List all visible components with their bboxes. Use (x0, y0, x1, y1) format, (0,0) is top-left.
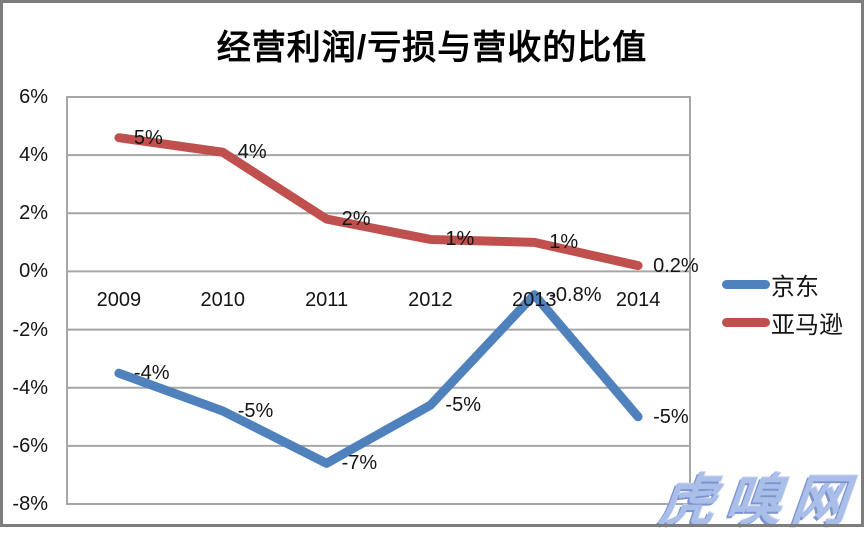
legend-item-jd: 京东 (722, 265, 843, 303)
data-label-京东-2011: -7% (341, 452, 378, 475)
huxiu-watermark: 虎嗅网 (656, 469, 861, 532)
data-label-亚马逊-2011: 2% (341, 208, 371, 231)
x-tick-2010: 2010 (200, 289, 246, 311)
legend: 京东 亚马逊 (722, 265, 843, 341)
y-tick--2%: -2% (12, 318, 48, 341)
series-line-京东 (114, 290, 643, 468)
y-tick-4%: 4% (19, 144, 48, 167)
y-tick-2%: 2% (19, 202, 48, 225)
data-label-亚马逊-2010: 4% (237, 141, 267, 164)
legend-label-jd: 京东 (771, 273, 819, 301)
legend-label-amazon: 亚马逊 (771, 311, 843, 339)
x-tick-2009: 2009 (96, 289, 142, 311)
jd-line-swatch-icon (722, 279, 770, 289)
data-label-亚马逊-2014: 0.2% (653, 254, 699, 277)
y-tick-0%: 0% (19, 260, 48, 283)
x-tick-2013: 2013 (512, 289, 557, 311)
series-line-亚马逊 (114, 133, 643, 271)
data-label-京东-2012: -5% (445, 394, 481, 417)
x-tick-2012: 2012 (408, 289, 453, 311)
legend-item-amazon: 亚马逊 (722, 303, 843, 341)
data-label-京东-2013: -0.8% (549, 283, 602, 306)
data-label-亚马逊-2012: 1% (445, 228, 475, 251)
x-tick-2011: 2011 (305, 289, 349, 311)
x-tick-2014: 2014 (615, 289, 661, 311)
data-label-京东-2009: -4% (133, 362, 170, 385)
y-tick--6%: -6% (12, 434, 48, 457)
data-label-亚马逊-2009: 5% (133, 126, 163, 149)
data-label-京东-2014: -5% (653, 405, 689, 428)
plot-border (66, 96, 691, 505)
y-tick--8%: -8% (12, 493, 48, 515)
chart-title: 经营利润/亏损与营收的比值 (216, 29, 648, 67)
y-tick--4%: -4% (12, 376, 48, 399)
amazon-line-swatch-icon (722, 317, 770, 327)
y-tick-6%: 6% (19, 86, 48, 108)
data-label-亚马逊-2013: 1% (549, 231, 579, 254)
data-label-京东-2010: -5% (237, 399, 274, 422)
